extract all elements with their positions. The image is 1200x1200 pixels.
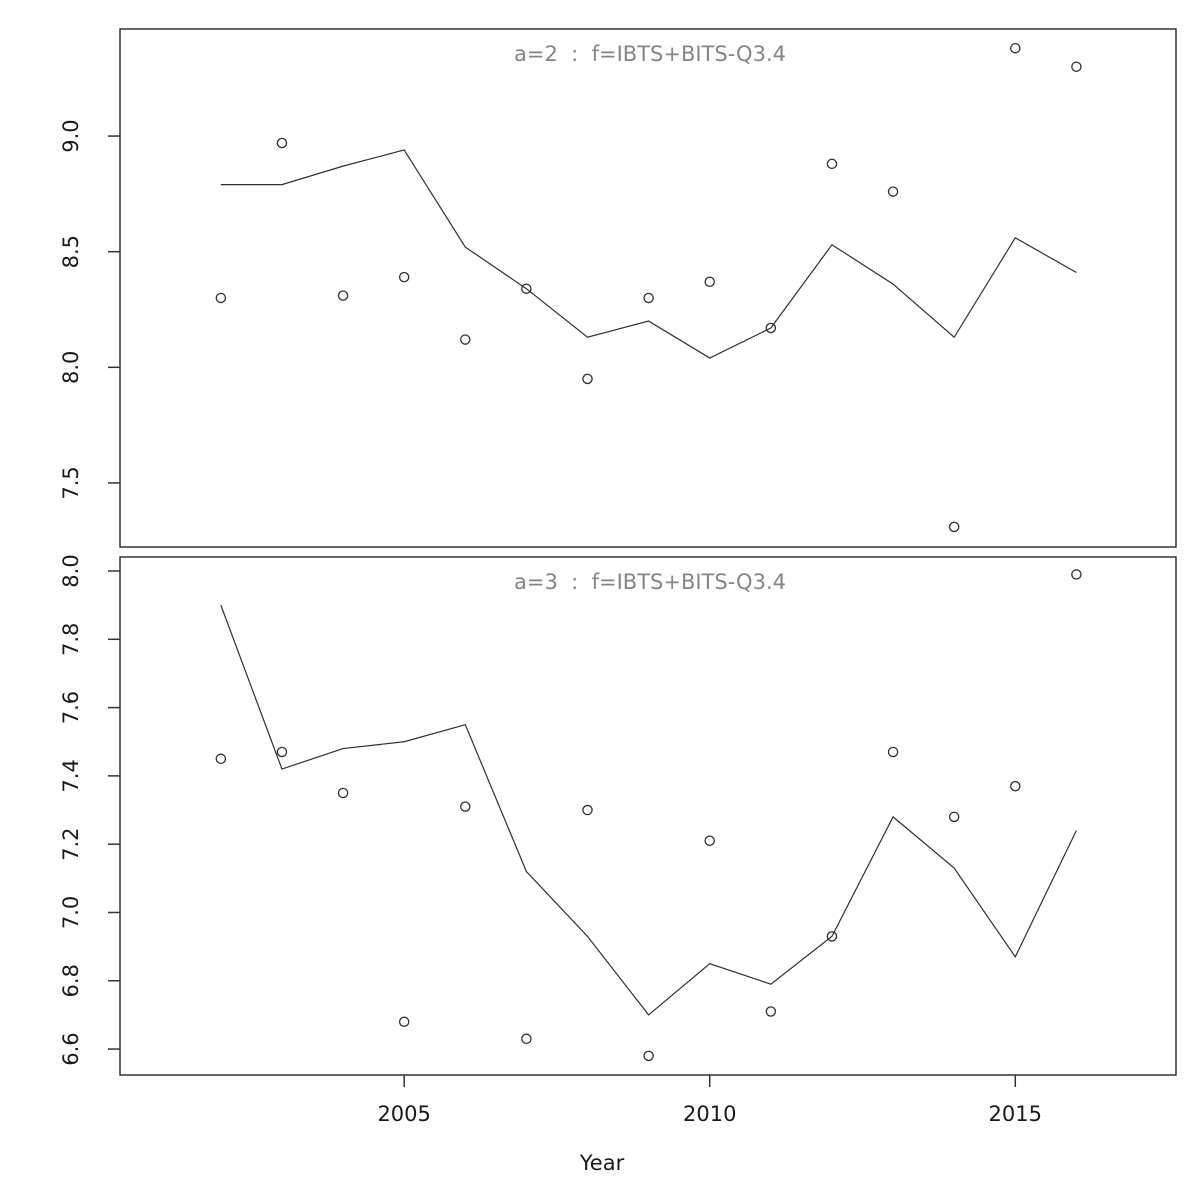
y-tick-label: 6.8	[59, 964, 83, 997]
data-point	[460, 801, 471, 812]
data-point	[1071, 61, 1082, 72]
data-point	[582, 804, 593, 816]
panel-border	[119, 28, 1177, 548]
data-point	[948, 521, 960, 533]
data-point	[643, 1050, 654, 1062]
data-point	[337, 787, 349, 799]
panel-title-a3: a=3 : f=IBTS+BITS-Q3.4	[514, 570, 786, 594]
data-point	[276, 137, 288, 149]
y-tick-label: 7.0	[59, 896, 83, 929]
y-tick-label: 6.6	[59, 1032, 83, 1065]
x-tick-label: 2015	[989, 1102, 1042, 1126]
y-tick-label: 8.5	[59, 235, 83, 268]
y-tick-label: 7.2	[59, 827, 83, 860]
data-point	[521, 283, 532, 294]
fitted-line	[220, 604, 1077, 1016]
data-point	[215, 753, 227, 765]
y-tick-label: 8.0	[59, 554, 83, 587]
y-tick-label: 8.0	[59, 351, 83, 384]
data-point	[215, 292, 227, 304]
data-point	[460, 334, 471, 345]
data-point	[826, 931, 838, 942]
panel-border	[119, 556, 1177, 1076]
y-tick-label: 7.6	[59, 691, 83, 724]
data-point	[704, 835, 715, 847]
panel-title-a2: a=2 : f=IBTS+BITS-Q3.4	[514, 42, 786, 66]
data-point	[1071, 569, 1082, 580]
data-point	[704, 276, 715, 288]
data-point	[1010, 42, 1021, 54]
data-point	[765, 1006, 777, 1017]
x-tick-label: 2005	[377, 1102, 430, 1126]
data-point	[398, 271, 410, 283]
y-tick-label: 7.8	[59, 623, 83, 656]
fitted-line	[220, 149, 1077, 359]
data-point	[521, 1033, 532, 1045]
data-point	[887, 746, 899, 758]
data-point	[398, 1016, 410, 1027]
data-point	[276, 746, 288, 758]
data-point	[765, 322, 777, 334]
data-point	[582, 373, 593, 385]
data-point	[887, 186, 899, 197]
data-point	[337, 290, 349, 301]
y-tick-label: 9.0	[59, 119, 83, 152]
data-point	[643, 292, 654, 304]
x-tick-label: 2010	[683, 1102, 736, 1126]
x-axis-label: Year	[579, 1151, 625, 1175]
data-point	[948, 811, 960, 823]
data-point	[1010, 780, 1021, 792]
y-tick-label: 7.5	[59, 466, 83, 499]
data-point	[826, 158, 838, 170]
y-tick-label: 7.4	[59, 759, 83, 792]
